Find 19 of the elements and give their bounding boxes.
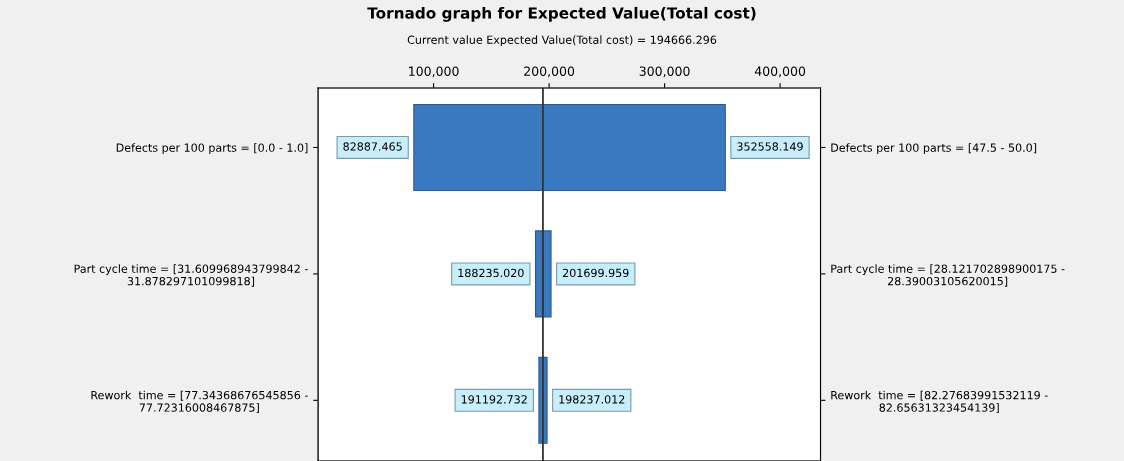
y-tick-label: Defects per 100 parts = [0.0 - 1.0] bbox=[116, 143, 308, 154]
chart-subtitle: Current value Expected Value(Total cost) = 194666.296 bbox=[407, 35, 717, 47]
y2-tick-label: Part cycle time = [28.121702898900175 - 28.39003105620015] bbox=[831, 264, 1065, 287]
y2-tick-label: Defects per 100 parts = [47.5 - 50.0] bbox=[831, 143, 1037, 154]
y2-tick-label: Rework time = [82.27683991532119 - 82.65631323454139] bbox=[831, 390, 1048, 414]
x-tick-label: 400,000 bbox=[754, 66, 806, 78]
x-tick-label: 200,000 bbox=[524, 66, 575, 78]
bar bbox=[413, 103, 726, 192]
annotation: 352558.149 bbox=[737, 142, 803, 151]
y-tick-label: Rework time = [77.34368676545856 - 77.72316008467875] bbox=[91, 390, 308, 414]
x-tick-label: 300,000 bbox=[639, 66, 690, 78]
annotation: 198237.012 bbox=[559, 395, 625, 404]
annotation: 188235.020 bbox=[458, 268, 524, 278]
chart-title: Tornado graph for Expected Value(Total cost) bbox=[367, 6, 756, 22]
y-tick-label: Part cycle time = [31.609968943799842 - 31.878297101099818] bbox=[74, 264, 308, 287]
annotation: 191192.732 bbox=[461, 395, 527, 404]
annotation: 82887.465 bbox=[343, 142, 402, 151]
x-tick-label: 100,000 bbox=[409, 66, 459, 78]
annotation: 201699.959 bbox=[562, 268, 629, 278]
